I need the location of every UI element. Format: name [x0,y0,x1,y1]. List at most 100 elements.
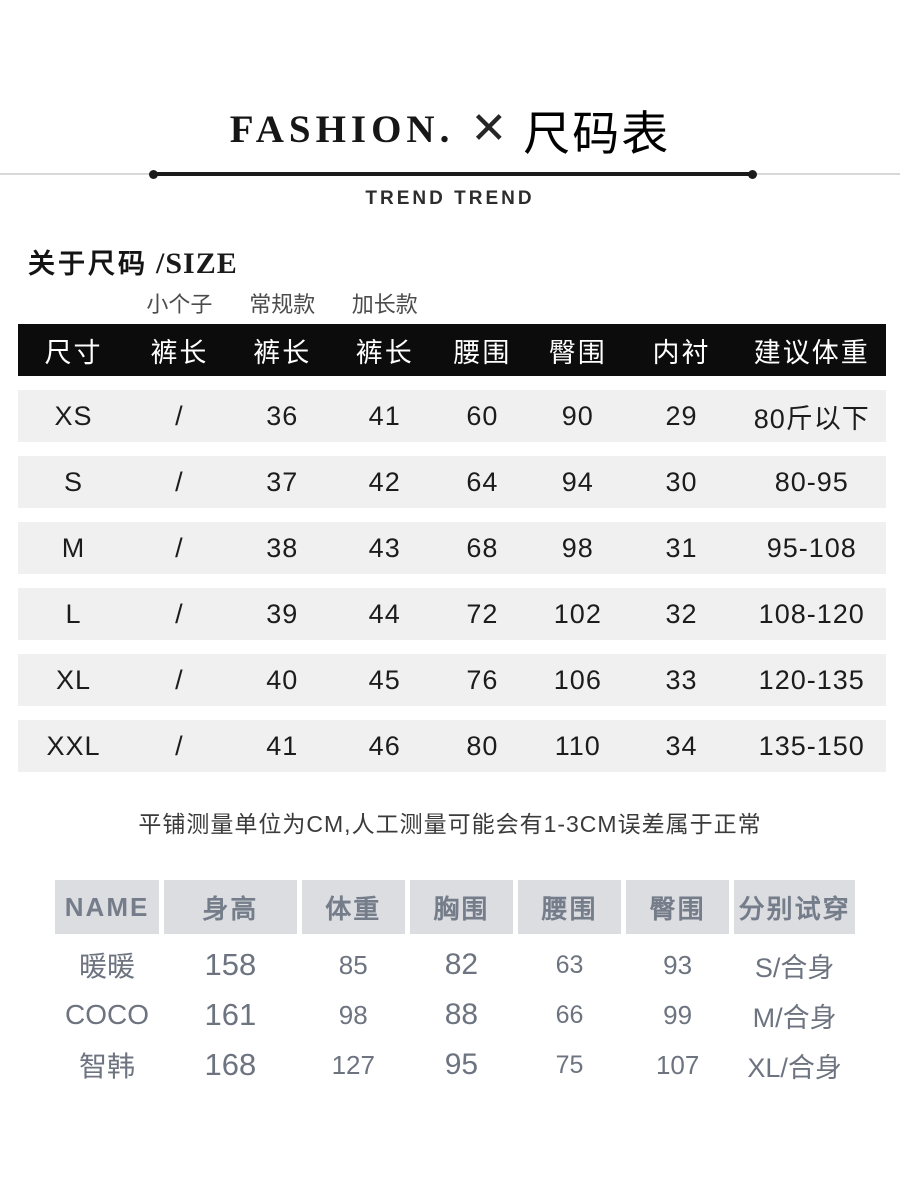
size-table-header-cell: 内衬 [652,337,711,368]
size-table-cell: 60 [466,400,499,431]
size-table-cell: / [175,400,184,431]
model-table-header-cell: 胸围 [409,880,513,934]
size-table-header-cell: 尺寸 [44,337,103,368]
size-table-cell: / [175,466,184,497]
variant-label: 加长款 [351,292,418,317]
section-heading-cn: 关于尺码 [28,249,148,279]
size-table-cell: 39 [266,598,299,629]
size-table-row: M / 38 43 68 98 31 95-108 [18,522,886,574]
size-table-cell: 95-108 [766,532,857,563]
model-table-cell: M/合身 [752,1002,837,1033]
model-table-body: 暖暖 158 85 82 63 93 S/合身 COCO 161 98 88 66 99 M/合身 智韩 16… [55,940,855,1090]
title-divider [0,169,900,179]
brand-wordmark: FASHION. [229,107,455,151]
variant-label: 小个子 [146,292,213,317]
model-table-cell: 107 [655,1049,700,1080]
size-table-cell: 42 [368,466,401,497]
variant-spacer [530,287,625,319]
size-table-cell: 108-120 [758,598,865,629]
size-table-cell: 46 [368,730,401,761]
model-table-row: 智韩 168 127 95 75 107 XL/合身 [55,1040,855,1090]
model-table-header-cell: 分别试穿 [734,880,855,934]
size-table-cell: 32 [665,598,698,629]
size-table-cell: XL [56,664,92,695]
measurement-note: 平铺测量单位为CM,人工测量可能会有1-3CM误差属于正常 [138,811,762,837]
size-table-cell: 41 [368,400,401,431]
size-table-body: XS / 36 41 60 90 29 80斤以下 S / 37 42 64 94 30 80-95 M / 38 4… [18,390,886,772]
model-table-header-cell: NAME [55,880,160,934]
size-table-cell: 135-150 [758,730,865,761]
size-table-cell: 34 [665,730,698,761]
size-table-cell: 38 [266,532,299,563]
size-table-cell: / [175,664,184,695]
model-table-header-row: NAME 身高 体重 胸围 腰围 臀围 分别试穿 [55,880,855,934]
size-table-header-cell: 臀围 [548,337,607,368]
size-table-cell: 80-95 [774,466,849,497]
model-table-cell: COCO [65,999,150,1030]
model-table-cell: 168 [204,1047,257,1082]
section-heading-en: /SIZE [156,247,238,280]
divider-accent-line [149,169,757,179]
size-table-cell: 98 [561,532,594,563]
size-table-cell: 45 [368,664,401,695]
size-table-cell: 68 [466,532,499,563]
model-table-header-cell: 臀围 [626,880,730,934]
model-table-cell: 127 [331,1049,375,1080]
model-table-cell: 99 [663,999,693,1030]
size-table-cell: 94 [561,466,594,497]
size-table-cell: 30 [665,466,698,497]
size-table-row: XL / 40 45 76 106 33 120-135 [18,654,886,706]
size-table-cell: 72 [466,598,499,629]
size-table-cell: S [64,466,84,497]
model-table-cell: 82 [444,948,479,981]
variant-spacer [18,287,129,319]
size-table-cell: / [175,598,184,629]
size-table-cell: 33 [665,664,698,695]
model-table-header-cell: 身高 [164,880,297,934]
model-table-cell: 93 [663,949,693,980]
size-table-cell: 37 [266,466,299,497]
size-table-header-cell: 腰围 [453,337,512,368]
size-table: 尺寸 裤长 裤长 裤长 腰围 臀围 内衬 建议体重 XS / 36 41 60 90 29 80斤以下 S / 3… [18,324,886,772]
variant-spacer [435,287,530,319]
model-table-cell: S/合身 [754,952,835,983]
model-table-cell: 暖暖 [79,951,136,982]
size-table-cell: 76 [466,664,499,695]
model-table-cell: 98 [338,999,368,1030]
size-table-cell: 44 [368,598,401,629]
model-table-cell: XL/合身 [747,1052,842,1083]
size-table-cell: 64 [466,466,499,497]
size-table-cell: 110 [554,730,601,761]
size-table-cell: 29 [665,400,698,431]
section-heading: 关于尺码 /SIZE [28,242,900,281]
model-table: NAME 身高 体重 胸围 腰围 臀围 分别试穿 暖暖 158 85 82 63 93 S/合身 COCO… [55,880,855,1090]
size-table-cell: L [65,598,82,629]
model-table-cell: 158 [204,947,257,982]
size-table-cell: 120-135 [758,664,865,695]
model-table-cell: 161 [204,997,257,1032]
model-table-cell: 63 [555,950,584,979]
size-table-cell: XS [54,400,93,431]
subtitle: TREND TREND [365,188,535,209]
model-table-cell: 66 [555,1000,584,1029]
size-table-cell: / [175,730,184,761]
size-table-header-cell: 裤长 [355,337,414,368]
size-table-cell: 90 [561,400,594,431]
size-table-row: XXL / 41 46 80 110 34 135-150 [18,720,886,772]
page-title: FASHION. ✕ 尺码表 [0,0,900,162]
size-table-cell: 80斤以下 [753,403,870,434]
size-table-cell: 80 [466,730,499,761]
variant-spacer [738,287,886,319]
model-table-row: 暖暖 158 85 82 63 93 S/合身 [55,940,855,990]
size-table-row: XS / 36 41 60 90 29 80斤以下 [18,390,886,442]
model-table-header-cell: 体重 [301,880,405,934]
size-table-header-cell: 裤长 [150,337,209,368]
size-table-header-cell: 建议体重 [753,337,870,368]
page-title-text: 尺码表 [523,106,671,160]
size-table-cell: 102 [553,598,602,629]
size-table-row: S / 37 42 64 94 30 80-95 [18,456,886,508]
variant-labels-row: 小个子 常规款 加长款 [18,287,886,319]
size-table-row: L / 39 44 72 102 32 108-120 [18,588,886,640]
size-table-cell: 31 [665,532,698,563]
